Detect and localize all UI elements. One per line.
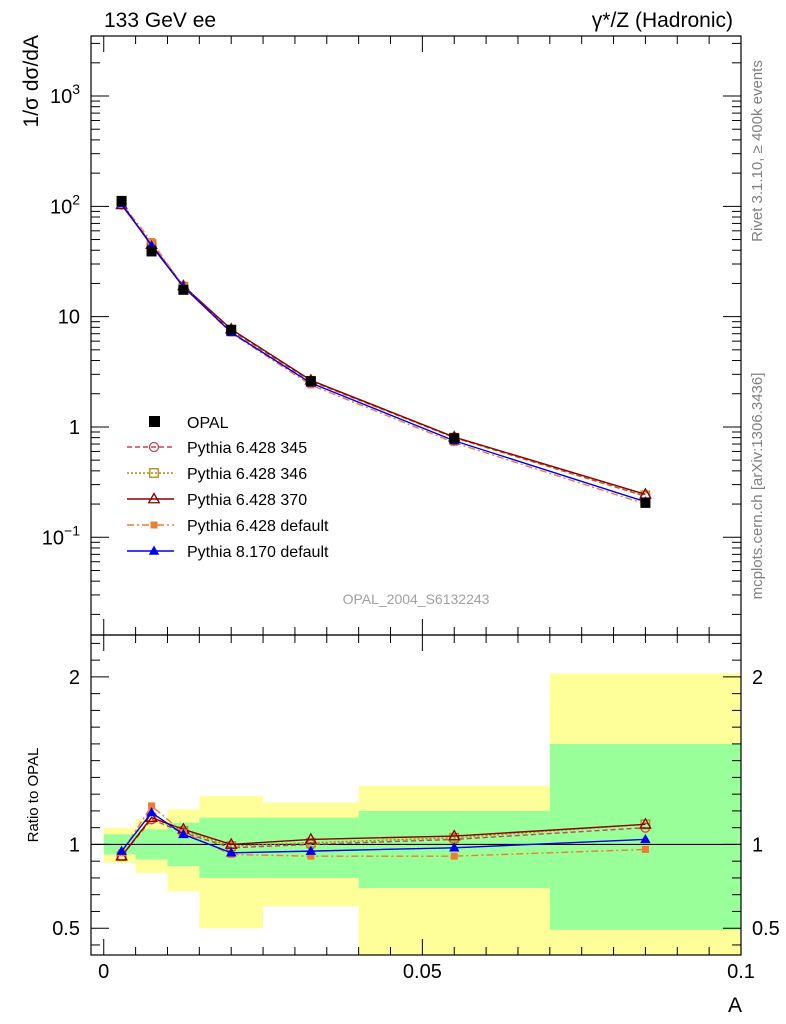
legend-entry-reference: OPAL (149, 415, 229, 432)
ratio-plot-area (115, 802, 652, 862)
reference-point (178, 284, 189, 295)
ratio-y-tick-label: 1 (69, 834, 80, 856)
ratio-point (225, 847, 237, 857)
legend-entry-0: Pythia 6.428 345 (127, 440, 307, 457)
legend-marker (149, 416, 160, 427)
ratio-y-axis-label: Ratio to OPAL (25, 748, 42, 843)
legend-entry-1: Pythia 6.428 346 (127, 466, 307, 483)
main-y-axis-label: 1/σ dσ/dA (20, 35, 43, 127)
reference-point (449, 433, 460, 444)
legend-label: Pythia 6.428 345 (187, 440, 307, 457)
x-tick-label: 0.1 (727, 961, 755, 983)
legend: OPAL Pythia 6.428 345 Pythia 6.428 346 Pyth… (127, 415, 329, 561)
ratio-point (148, 802, 156, 810)
reference-point (640, 497, 651, 508)
series-4 (116, 198, 651, 506)
legend-label: Pythia 6.428 default (187, 518, 329, 535)
legend-entry-2: Pythia 6.428 370 (127, 492, 307, 509)
ratio-point (304, 832, 318, 844)
ratio-y-tick-label: 0.5 (52, 918, 80, 940)
main-y-tick-label: 102 (50, 191, 80, 218)
ratio-point (305, 845, 317, 855)
main-y-tick-label: 1 (69, 417, 80, 439)
legend-label: Pythia 8.170 default (187, 544, 329, 561)
energy-label: 133 GeV ee (104, 9, 216, 32)
ratio-frame (90, 634, 742, 956)
ratio-point (146, 807, 157, 817)
ratio-y-tick-label-right: 0.5 (752, 918, 780, 940)
ratio-point (640, 833, 651, 844)
legend-marker (148, 441, 160, 453)
ratio-point (307, 852, 315, 860)
legend-entry-4: Pythia 8.170 default (127, 544, 329, 561)
process-label: γ*/Z (Hadronic) (592, 9, 733, 32)
ratio-line (121, 816, 646, 857)
legend-label: Pythia 6.428 346 (187, 466, 307, 483)
axes: 0 0.05 0.1 10−1 1 10 102 103 0.5 0.5 1 1 2 2 (42, 35, 780, 983)
ratio-y-tick-label: 2 (69, 667, 80, 689)
x-tick-label: 0.05 (403, 961, 442, 983)
reference-point (146, 246, 157, 257)
legend-marker (148, 545, 160, 555)
x-tick-label: 0 (98, 961, 109, 983)
ratio-uncertainty-bands (91, 673, 741, 955)
ratio-series-4 (116, 807, 651, 857)
analysis-id-label: OPAL_2004_S6132243 (343, 591, 490, 607)
legend-label: OPAL (187, 415, 229, 432)
ratio-point (178, 828, 189, 839)
ratio-point (116, 845, 127, 855)
ratio-point (448, 842, 460, 852)
series-line (121, 202, 646, 505)
main-y-tick-label: 103 (50, 81, 80, 108)
rivet-version-label: Rivet 3.1.10, ≥ 400k events (749, 60, 766, 242)
ratio-point (447, 829, 461, 841)
reference-point (226, 324, 237, 335)
legend-marker (147, 492, 161, 504)
legend-label: Pythia 6.428 370 (187, 492, 307, 509)
mcplots-credit-label: mcplots.cern.ch [arXiv:1306.3436] (749, 373, 766, 600)
main-plot-area (115, 195, 652, 508)
legend-marker (149, 468, 159, 478)
x-axis-label: A (728, 994, 742, 1017)
reference-data (116, 195, 651, 508)
main-y-tick-label: 10 (58, 307, 80, 329)
legend-marker (150, 521, 158, 529)
series-3 (118, 199, 649, 508)
ratio-point (641, 845, 649, 853)
reference-point (305, 376, 316, 387)
ratio-y-tick-label-right: 1 (752, 834, 763, 856)
reference-point (116, 195, 127, 206)
ratio-y-tick-label-right: 2 (752, 667, 763, 689)
ratio-point (639, 817, 652, 829)
main-y-tick-label: 10−1 (42, 522, 80, 549)
ratio-point (450, 852, 458, 860)
legend-entry-3: Pythia 6.428 default (127, 518, 329, 535)
